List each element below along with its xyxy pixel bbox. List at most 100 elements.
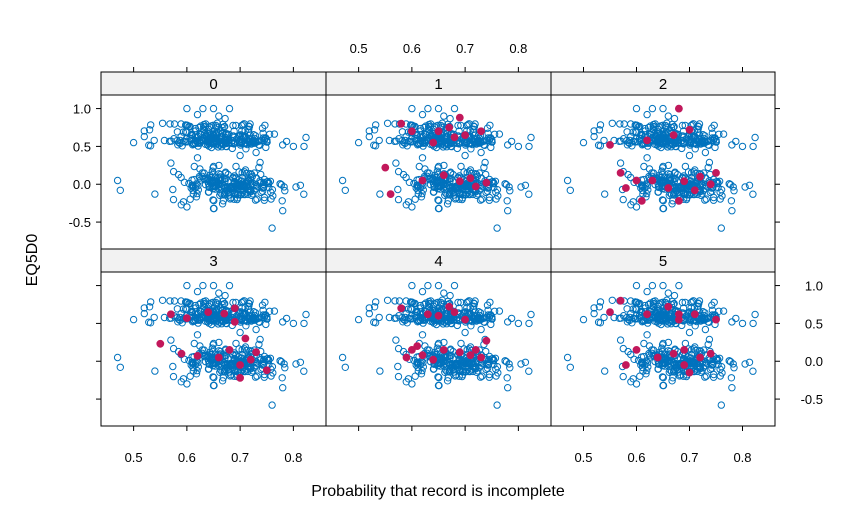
observed-point (365, 304, 373, 312)
observed-point (711, 143, 719, 152)
observed-point (668, 200, 676, 208)
imputed-point (450, 308, 459, 317)
observed-point (651, 299, 659, 307)
panel-strip-label-1: 1 (434, 76, 442, 93)
panel-frame-3 (100, 271, 327, 427)
observed-point (501, 180, 509, 188)
imputed-point (712, 315, 720, 324)
observed-point (189, 367, 198, 375)
observed-point (628, 142, 636, 150)
observed-point (641, 301, 649, 310)
observed-point (198, 172, 206, 181)
observed-point (656, 137, 664, 146)
observed-point (749, 142, 757, 151)
imputed-point (632, 346, 641, 354)
observed-point (258, 187, 267, 195)
observed-point (423, 346, 431, 354)
imputed-point (230, 304, 239, 313)
observed-point (653, 306, 661, 315)
observed-point (685, 151, 694, 160)
observed-point (232, 121, 240, 130)
observed-point (485, 373, 493, 381)
observed-point (145, 303, 154, 311)
observed-point (563, 176, 572, 185)
observed-point (601, 367, 609, 375)
observed-point (480, 163, 488, 172)
observed-point (719, 307, 728, 315)
observed-point (210, 131, 218, 140)
observed-point (402, 132, 410, 141)
observed-point (653, 129, 661, 138)
observed-point (394, 362, 402, 371)
observed-point (116, 186, 125, 195)
observed-point (238, 169, 246, 177)
x-tick-label-bottom: 0.6 (627, 450, 645, 465)
observed-point (474, 190, 482, 198)
imputed-point (434, 311, 443, 320)
observed-point (658, 167, 666, 175)
imputed-point (643, 136, 651, 145)
observed-point (256, 335, 264, 344)
observed-point (177, 132, 185, 141)
observed-point (183, 128, 191, 137)
observed-point (116, 363, 125, 371)
observed-point (281, 364, 289, 372)
observed-point (281, 187, 289, 195)
imputed-point (214, 353, 223, 362)
observed-point (702, 372, 710, 380)
observed-point (654, 142, 663, 150)
observed-point (685, 357, 693, 365)
observed-point (471, 138, 479, 146)
observed-point (215, 161, 223, 170)
observed-point (507, 314, 516, 323)
observed-point (503, 197, 511, 205)
observed-point (668, 141, 677, 149)
observed-point (292, 183, 300, 191)
observed-point (431, 173, 439, 181)
observed-point (665, 141, 673, 149)
observed-point (249, 367, 257, 375)
imputed-point (236, 374, 245, 382)
imputed-point (675, 104, 683, 113)
observed-point (675, 281, 683, 290)
observed-point (201, 130, 209, 138)
observed-point (692, 346, 700, 355)
observed-point (698, 190, 706, 198)
observed-point (372, 121, 380, 129)
observed-point (276, 357, 284, 365)
observed-point (623, 318, 632, 326)
observed-point (296, 181, 305, 190)
observed-point (705, 158, 714, 167)
observed-point (268, 224, 276, 232)
observed-point (392, 336, 400, 344)
observed-point (460, 168, 468, 176)
observed-point (232, 162, 240, 171)
imputed-point (424, 310, 432, 319)
observed-point (676, 372, 684, 380)
observed-point (416, 124, 425, 133)
observed-point (708, 301, 716, 309)
observed-point (488, 136, 496, 144)
observed-point (658, 344, 666, 352)
observed-point (527, 310, 535, 319)
observed-point (403, 142, 411, 150)
observed-point (282, 314, 291, 323)
observed-point (440, 338, 448, 347)
observed-point (215, 338, 223, 347)
observed-point (177, 173, 185, 182)
x-tick-label-top: 0.6 (403, 41, 421, 56)
panel-strip-label-5: 5 (659, 253, 667, 270)
observed-point (450, 191, 458, 199)
observed-point (251, 132, 260, 140)
observed-point (478, 372, 486, 380)
imputed-point (648, 176, 657, 185)
observed-point (596, 319, 605, 327)
observed-point (687, 346, 696, 354)
observed-point (745, 181, 754, 190)
observed-point (201, 299, 210, 307)
observed-point (167, 159, 175, 167)
observed-point (434, 281, 443, 290)
observed-point (455, 355, 464, 363)
observed-point (450, 104, 459, 113)
observed-point (443, 377, 452, 385)
